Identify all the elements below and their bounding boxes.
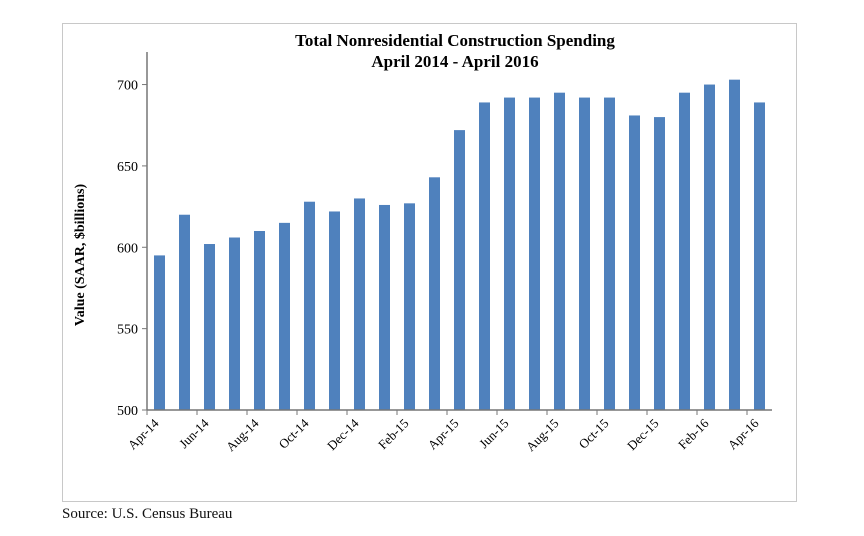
bar-Dec-15 (654, 117, 665, 410)
bar-Feb-15 (404, 203, 415, 410)
bar-Mar-16 (729, 79, 740, 410)
chart-subtitle: April 2014 - April 2016 (371, 52, 538, 71)
x-tick-label: Aug-14 (223, 415, 262, 454)
x-tick-label: Dec-15 (624, 416, 662, 454)
source-note: Source: U.S. Census Bureau (62, 506, 233, 522)
bar-Apr-14 (154, 255, 165, 410)
x-tick-label: Jun-15 (476, 416, 512, 452)
x-tick-label: Apr-15 (425, 416, 462, 453)
chart-frame (62, 23, 797, 502)
bar-Mar-15 (429, 177, 440, 410)
y-tick-label: 600 (117, 241, 138, 256)
bar-Nov-15 (629, 115, 640, 411)
bar-Jan-16 (679, 92, 690, 410)
y-axis-label: Value (SAAR, $billions) (73, 184, 88, 327)
bar-May-14 (179, 214, 190, 410)
bar-Aug-15 (554, 92, 565, 410)
bar-Sep-15 (579, 97, 590, 411)
bar-Jul-15 (529, 97, 540, 411)
x-tick-label: Apr-16 (725, 415, 762, 452)
x-tick-label: Oct-15 (575, 416, 611, 452)
x-tick-label: Aug-15 (523, 416, 562, 455)
chart-title: Total Nonresidential Construction Spendi… (295, 31, 615, 50)
bar-Jul-14 (229, 237, 240, 410)
y-tick-label: 700 (117, 79, 138, 94)
bar-Aug-14 (254, 231, 265, 410)
y-tick-label: 550 (117, 323, 138, 338)
bar-Apr-16 (754, 102, 765, 410)
x-tick-label: Jun-14 (176, 415, 212, 451)
y-tick-label: 500 (117, 404, 138, 419)
bar-Apr-15 (454, 130, 465, 411)
bar-Nov-14 (329, 211, 340, 410)
y-tick-label: 650 (117, 160, 138, 175)
bar-Oct-15 (604, 97, 615, 411)
x-tick-label: Oct-14 (275, 415, 311, 451)
x-tick-label: Feb-16 (675, 415, 712, 452)
x-tick-label: Apr-14 (125, 415, 162, 452)
bar-Dec-14 (354, 198, 365, 410)
bar-Feb-16 (704, 84, 715, 410)
bar-Jan-15 (379, 204, 390, 410)
bar-Jun-15 (504, 97, 515, 411)
x-tick-label: Feb-15 (375, 416, 412, 453)
bar-Sep-14 (279, 222, 290, 410)
bar-May-15 (479, 102, 490, 410)
x-tick-label: Dec-14 (324, 415, 362, 453)
bar-Jun-14 (204, 244, 215, 410)
bar-Oct-14 (304, 201, 315, 410)
